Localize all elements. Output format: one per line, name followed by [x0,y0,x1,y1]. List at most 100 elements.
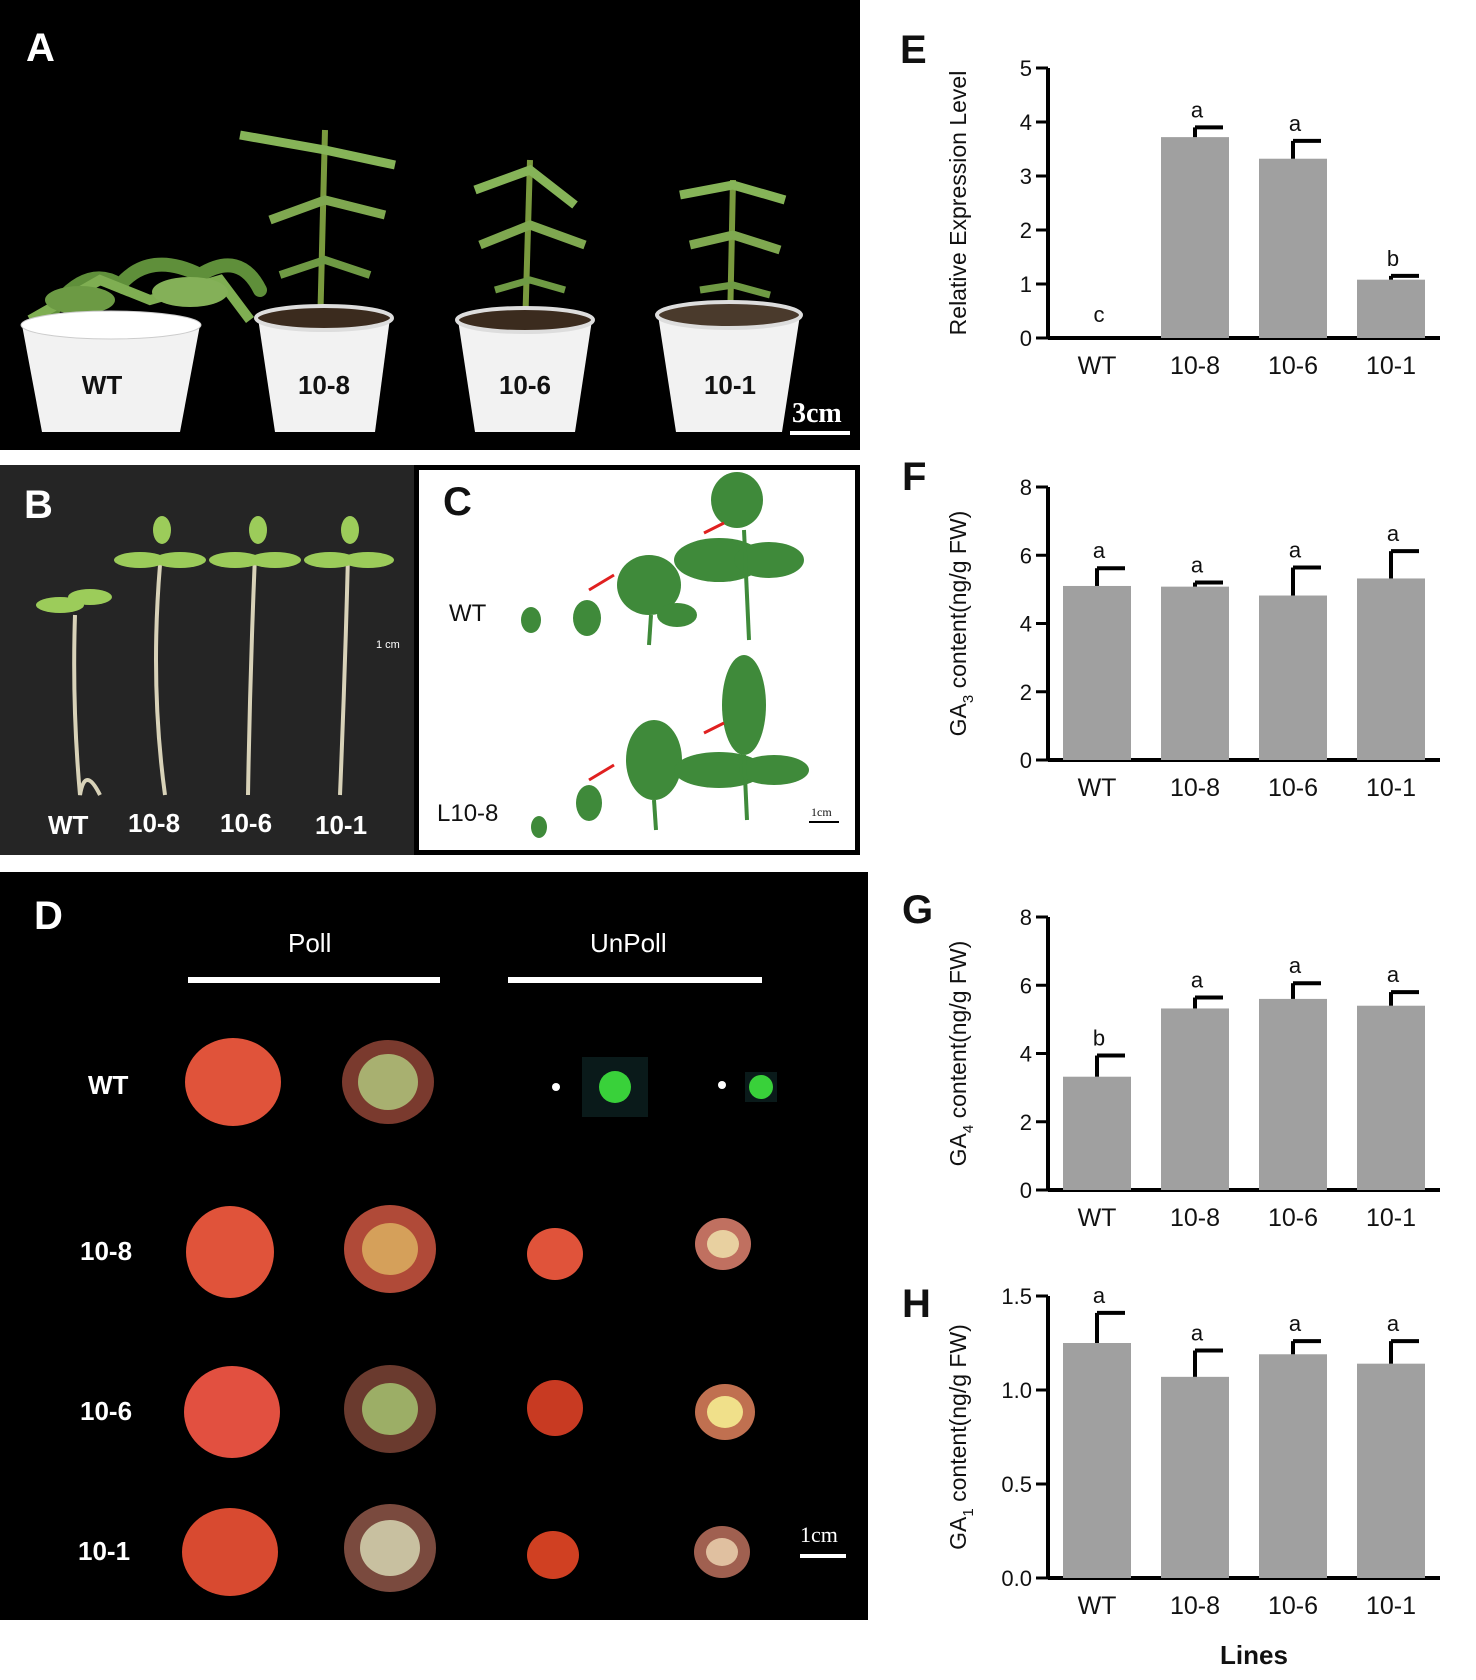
pot-label-wt: WT [81,370,123,400]
bar-f-WT [1063,585,1131,760]
x-tick-label-e-10-6: 10-6 [1268,352,1318,380]
y-tick-label-h: 1.0 [1001,1378,1032,1403]
y-tick-label-h: 0.0 [1001,1566,1032,1591]
y-tick-label-f: 2 [1020,680,1032,705]
panel-a: A [0,0,860,450]
y-tick-label-e: 3 [1020,164,1032,189]
fruit-row-10-1: 10-1 [78,1536,131,1566]
y-axis-label-g: GA4 content(ng/g FW) [945,941,977,1167]
shared-x-label: Lines [1220,1640,1288,1670]
bar-g-10-6 [1259,998,1327,1190]
plant-10-6 [455,159,595,432]
bar-g-10-8 [1161,1008,1229,1190]
x-tick-label-h-10-1: 10-1 [1366,1592,1416,1620]
x-tick-label-h-10-8: 10-8 [1170,1592,1220,1620]
scale-label-d: 1cm [800,1522,838,1547]
plant-wt [20,257,267,432]
fruit-row-10-6: 10-6 [80,1396,133,1426]
panel-a-photo [20,129,850,435]
x-tick-label-f-10-1: 10-1 [1366,774,1416,802]
y-tick-label-h: 0.5 [1001,1472,1032,1497]
significance-e-WT: c [1094,302,1105,327]
bar-g-WT [1063,1076,1131,1190]
bar-h-10-1 [1357,1363,1425,1578]
col-unpoll: UnPoll [590,928,667,958]
y-tick-label-e: 0 [1020,326,1032,351]
seedling-label-10-6: 10-6 [220,808,273,838]
x-tick-label-f-WT: WT [1078,774,1117,802]
x-tick-label-h-10-6: 10-6 [1268,1592,1318,1620]
y-tick-label-f: 8 [1020,475,1032,500]
bar-h-10-6 [1259,1354,1327,1578]
significance-e-10-8: a [1191,97,1204,122]
panel-d: D Poll UnPoll WT 10-8 10-6 10-1 1cm [0,872,868,1620]
leaf-row-wt: WT [449,600,487,627]
y-tick-label-f: 6 [1020,543,1032,568]
scale-label-b: 1 cm [376,639,400,651]
significance-h-10-1: a [1387,1311,1400,1336]
panel-c-photo [521,472,839,838]
y-tick-label-f: 0 [1020,748,1032,773]
x-tick-label-e-WT: WT [1078,352,1117,380]
panel-b-label: B [24,483,53,527]
bar-f-10-1 [1357,578,1425,760]
seedling-label-10-1: 10-1 [315,810,368,840]
y-axis-label-h: GA1 content(ng/g FW) [945,1324,977,1550]
significance-f-10-1: a [1387,521,1400,546]
significance-e-10-1: b [1387,246,1399,271]
x-tick-label-f-10-8: 10-8 [1170,774,1220,802]
x-tick-label-g-10-6: 10-6 [1268,1204,1318,1232]
significance-h-10-8: a [1191,1321,1204,1346]
y-tick-label-g: 4 [1020,1042,1032,1067]
y-tick-label-g: 2 [1020,1110,1032,1135]
y-tick-label-e: 1 [1020,272,1032,297]
bar-f-10-8 [1161,586,1229,760]
seedling-label-10-8: 10-8 [128,808,181,838]
y-axis-label-e: Relative Expression Level [945,71,971,336]
panel-c: C WT L10 [414,465,860,855]
y-tick-label-g: 0 [1020,1178,1032,1203]
fruit-row-10-8: 10-8 [80,1236,133,1266]
panel-a-label: A [26,26,55,70]
significance-e-10-6: a [1289,111,1302,136]
col-poll: Poll [288,928,332,958]
significance-g-WT: b [1093,1026,1105,1051]
plant-10-8 [239,129,396,432]
x-tick-label-g-10-1: 10-1 [1366,1204,1416,1232]
leaf-row-l10-8: L10-8 [437,800,499,827]
significance-g-10-8: a [1191,968,1204,993]
significance-f-10-6: a [1289,538,1302,563]
x-tick-label-e-10-1: 10-1 [1366,352,1416,380]
pot-label-10-1: 10-1 [703,370,757,400]
x-tick-label-f-10-6: 10-6 [1268,774,1318,802]
pot-label-10-8: 10-8 [297,370,351,400]
scale-label-c: 1cm [811,805,832,819]
bar-e-10-1 [1357,279,1425,338]
panel-d-photo [182,977,846,1596]
significance-h-10-6: a [1289,1311,1302,1336]
y-tick-label-h: 1.5 [1001,1284,1032,1309]
plant-10-1 [655,179,803,432]
y-axis-label-f: GA3 content(ng/g FW) [945,511,977,737]
panel-h-label: H [902,1282,931,1326]
panel-e-label: E [900,28,927,72]
significance-g-10-1: a [1387,962,1400,987]
bar-h-WT [1063,1343,1131,1578]
x-tick-label-h-WT: WT [1078,1592,1117,1620]
panel-b-photo [36,516,394,796]
bar-e-10-8 [1161,137,1229,338]
x-tick-label-g-10-8: 10-8 [1170,1204,1220,1232]
pot-label-10-6: 10-6 [498,370,552,400]
x-tick-label-g-WT: WT [1078,1204,1117,1232]
significance-g-10-6: a [1289,953,1302,978]
bar-h-10-8 [1161,1376,1229,1578]
y-tick-label-f: 4 [1020,612,1032,637]
panel-d-label: D [34,894,63,938]
y-tick-label-g: 8 [1020,905,1032,930]
x-tick-label-e-10-8: 10-8 [1170,352,1220,380]
y-tick-label-g: 6 [1020,973,1032,998]
panel-c-label: C [443,480,472,524]
fruit-row-wt: WT [88,1070,129,1100]
significance-f-WT: a [1093,538,1106,563]
significance-f-10-8: a [1191,553,1204,578]
